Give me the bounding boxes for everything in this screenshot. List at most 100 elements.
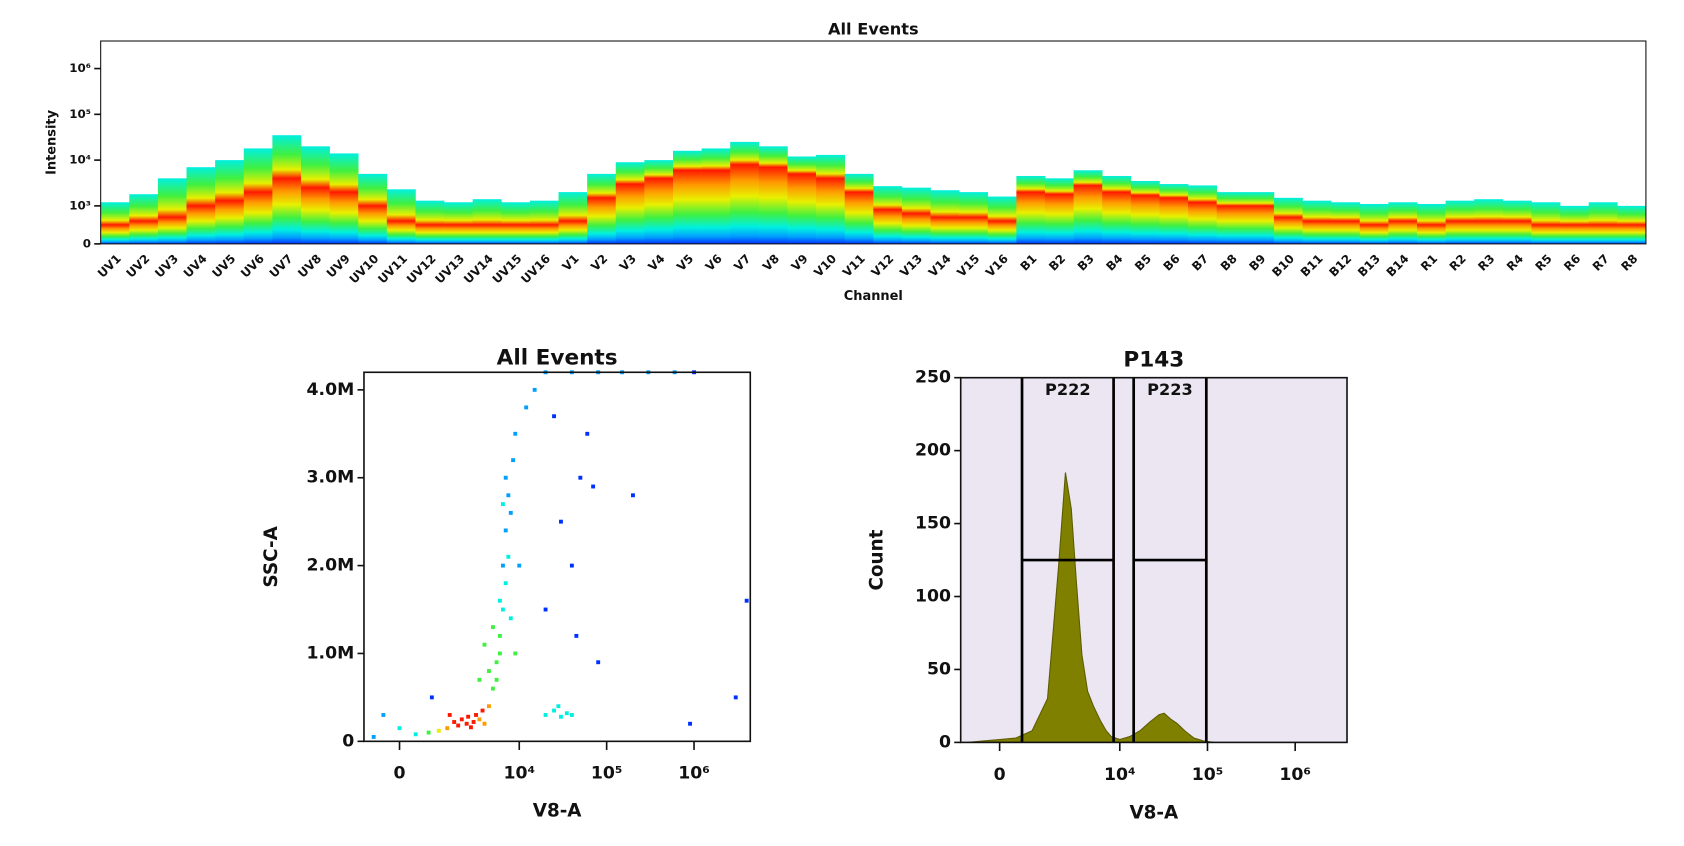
event-dot: [508, 510, 513, 515]
x-tick-label: UV7: [267, 252, 296, 281]
event-dot: [397, 726, 402, 731]
event-dot: [436, 728, 441, 733]
x-tick-label: UV6: [238, 252, 267, 281]
x-tick-label: V6: [703, 252, 725, 274]
x-tick-label: 10⁵: [1192, 765, 1224, 785]
x-tick-label: B4: [1103, 252, 1125, 274]
x-tick-label: V7: [731, 252, 753, 274]
event-dot: [591, 484, 596, 489]
x-tick-label: UV5: [209, 252, 238, 281]
intensity-column: [472, 199, 502, 244]
event-dot: [511, 458, 516, 463]
x-tick-label: 10⁴: [1104, 765, 1136, 785]
intensity-column: [1159, 184, 1189, 244]
intensity-column: [358, 173, 388, 244]
chart-title: P143: [1123, 347, 1184, 372]
x-tick-label: 10⁵: [591, 764, 623, 784]
x-tick-label: UV10: [347, 252, 382, 287]
intensity-column: [1531, 202, 1561, 244]
x-tick-label: 10⁶: [1279, 765, 1311, 785]
chart-title: All Events: [828, 20, 919, 39]
x-tick-label: V12: [868, 252, 896, 280]
y-tick-label: 150: [915, 514, 951, 534]
intensity-column: [558, 192, 588, 244]
chart-title: All Events: [497, 345, 618, 370]
event-dot: [569, 563, 574, 568]
y-tick-label: 10⁵: [69, 107, 91, 121]
intensity-column: [930, 190, 960, 244]
intensity-column: [1273, 197, 1303, 244]
event-dot: [552, 414, 556, 419]
event-dot: [464, 721, 469, 726]
event-dot: [559, 519, 563, 524]
event-dot: [497, 598, 502, 603]
histogram-area: [967, 472, 1215, 743]
intensity-column: [1560, 205, 1590, 244]
x-tick-label: B9: [1246, 252, 1268, 274]
event-dot: [574, 633, 579, 638]
y-axis-label: Intensity: [45, 109, 60, 175]
intensity-column: [844, 173, 874, 244]
y-tick-label: 250: [915, 368, 951, 388]
event-dot: [733, 695, 738, 700]
event-dot: [578, 475, 583, 480]
x-tick-label: V10: [811, 252, 839, 280]
x-tick-label: V13: [897, 252, 925, 280]
intensity-column: [1502, 200, 1532, 244]
x-tick-label: UV12: [404, 252, 439, 287]
x-tick-label: B12: [1326, 252, 1354, 280]
x-tick-label: B11: [1298, 252, 1326, 280]
intensity-column: [1302, 200, 1332, 244]
event-dot: [381, 713, 386, 717]
event-dot: [482, 642, 487, 647]
event-dot: [471, 720, 476, 724]
intensity-column: [987, 196, 1017, 244]
event-dot: [596, 660, 601, 665]
intensity-column: [100, 202, 130, 244]
x-tick-label: UV8: [295, 252, 324, 281]
x-tick-label: UV14: [461, 252, 496, 287]
event-dot: [524, 405, 529, 410]
x-tick-label: UV3: [152, 252, 181, 281]
plot-frame: [959, 376, 1348, 744]
y-tick-label: 4.0M: [307, 380, 355, 400]
x-tick-label: V2: [588, 252, 610, 274]
plot-frame: [363, 371, 752, 743]
event-dot: [429, 695, 434, 700]
x-tick-label: B2: [1046, 252, 1068, 274]
event-dot: [487, 669, 491, 673]
intensity-column: [1188, 185, 1218, 244]
intensity-column: [1245, 192, 1275, 244]
event-dot: [503, 581, 508, 586]
intensity-column: [1130, 180, 1160, 244]
x-tick-label: UV15: [490, 252, 525, 287]
intensity-column: [1388, 202, 1418, 244]
event-dot: [559, 714, 563, 719]
y-tick-label: 10³: [69, 198, 91, 212]
event-dot: [477, 677, 482, 682]
intensity-column: [529, 200, 559, 244]
event-dot: [494, 677, 499, 682]
event-dot: [456, 723, 461, 728]
intensity-column: [415, 200, 445, 244]
x-axis-label: Channel: [844, 289, 903, 304]
intensity-column: [129, 194, 159, 244]
x-tick-label: V9: [788, 252, 810, 274]
event-dot: [543, 713, 548, 717]
x-tick-label: UV1: [95, 252, 124, 281]
event-dot: [631, 493, 635, 498]
event-dot: [503, 528, 508, 533]
x-tick-label: 0: [394, 764, 406, 784]
intensity-column: [1216, 192, 1246, 244]
x-tick-label: R6: [1561, 252, 1583, 274]
event-dot: [494, 660, 499, 665]
intensity-column: [186, 167, 216, 244]
intensity-column: [215, 160, 245, 244]
y-tick-label: 1.0M: [307, 643, 355, 663]
x-tick-label: UV13: [432, 252, 467, 287]
x-tick-label: 10⁴: [503, 764, 535, 784]
intensity-column: [386, 189, 416, 244]
intensity-column: [1102, 175, 1132, 244]
